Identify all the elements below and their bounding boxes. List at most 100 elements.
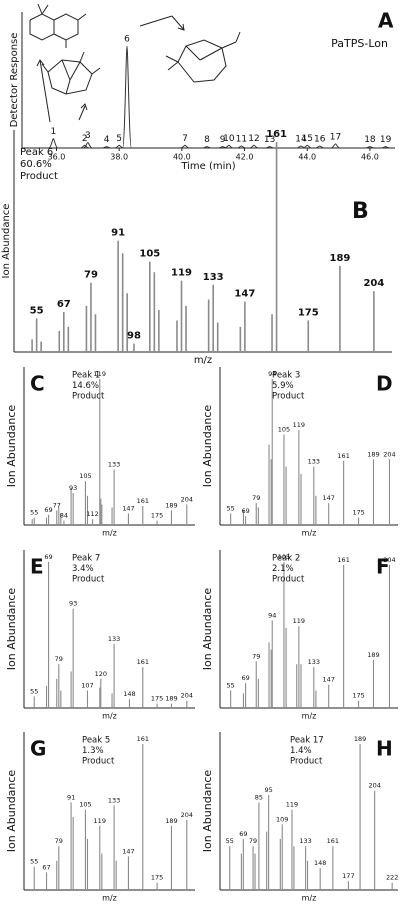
peak-label: 67 (42, 863, 50, 871)
panel-letter: E (30, 555, 44, 579)
peak-label: 189 (165, 817, 177, 825)
y-axis-label: Ion Abundance (201, 405, 214, 488)
molecule-2 (41, 51, 101, 95)
peak-label: 133 (108, 635, 120, 643)
peak-label: 147 (323, 494, 335, 502)
peak-label: 189 (330, 253, 351, 264)
peak-label: 119 (293, 617, 305, 625)
x-axis-label: m/z (302, 894, 317, 903)
molecule-1 (29, 3, 87, 48)
x-axis-label: Time (min) (180, 161, 235, 172)
peak-label: 19 (380, 135, 392, 145)
x-tick-label: 40.0 (173, 153, 191, 162)
annotation: Product (20, 171, 58, 182)
panel-letter: A (378, 9, 394, 33)
peak-label: 79 (84, 270, 98, 281)
peak-label: 161 (337, 556, 349, 564)
x-axis-label: m/z (102, 712, 117, 721)
peak-label: 189 (165, 501, 177, 509)
peak-label: 161 (327, 837, 339, 845)
peak-label: 147 (122, 504, 134, 512)
peak-label: 161 (137, 658, 149, 666)
peak-label: 204 (181, 496, 193, 504)
annotation: Peak 2 (272, 554, 300, 564)
peak-label: 204 (368, 782, 380, 790)
peak-label: 7 (182, 134, 188, 144)
peak-label: 120 (95, 670, 107, 678)
peak-label: 133 (203, 272, 224, 283)
panel-letter: G (30, 737, 46, 761)
arrows (36, 15, 185, 123)
peak-label: 119 (94, 370, 106, 378)
peak-label: 55 (227, 681, 235, 689)
annotation: 14.6% (72, 381, 99, 391)
peak-label: 79 (252, 652, 260, 660)
peak-label: 204 (181, 811, 193, 819)
peak-label: 222 (386, 874, 398, 882)
peak-label: 55 (30, 305, 44, 316)
annotation: Peak 5 (82, 736, 110, 746)
annotation: Peak 17 (290, 736, 324, 746)
annotation: 5.9% (272, 381, 294, 391)
peak-label: 55 (30, 509, 38, 517)
peak (48, 137, 58, 149)
molecule-3 (165, 31, 241, 83)
peak-label: 107 (81, 681, 93, 689)
peak-label: 119 (94, 817, 106, 825)
peak (180, 144, 190, 149)
peak-label: 175 (298, 308, 319, 319)
peak-label: 8 (204, 135, 210, 145)
peak-label: 6 (124, 35, 130, 45)
peak-label: 119 (286, 801, 298, 809)
peak-label: 69 (241, 507, 249, 515)
peak-label: 112 (86, 510, 98, 518)
peak-label: 3 (85, 131, 91, 141)
peak-label: 189 (354, 735, 366, 743)
annotation: Product (272, 575, 305, 585)
peak (122, 45, 132, 149)
peak-label: 12 (248, 134, 259, 144)
y-axis-label: Detector Response (9, 33, 20, 128)
peak-label: 91 (111, 228, 125, 239)
peak-label: 161 (137, 735, 149, 743)
annotation: 1.3% (82, 746, 104, 756)
peak-label: 77 (53, 501, 61, 509)
x-tick-label: 46.0 (361, 153, 379, 162)
peak-label: 94 (268, 370, 276, 378)
peak-label: 4 (104, 135, 110, 145)
peak-label: 204 (181, 692, 193, 700)
peak-label: 119 (171, 268, 192, 279)
annotation: 60.6% (20, 159, 52, 170)
peak-label: 15 (302, 134, 313, 144)
peak-label: 204 (383, 556, 395, 564)
peak (102, 146, 112, 149)
peak-label: 147 (234, 289, 255, 300)
peak-label: 2 (82, 134, 88, 144)
peak-label: 9 (220, 135, 226, 145)
peak (365, 146, 375, 149)
peak-label: 18 (364, 135, 376, 145)
peak-label: 84 (60, 512, 68, 520)
peak-label: 133 (108, 796, 120, 804)
peak (315, 145, 325, 149)
y-axis-label: Ion Abundance (5, 770, 18, 853)
peak (265, 146, 275, 149)
peak-label: 148 (314, 859, 326, 867)
x-tick-label: 38.0 (110, 153, 128, 162)
panel-letter: C (30, 372, 45, 396)
peak-label: 5 (116, 134, 122, 144)
peak-label: 105 (278, 553, 290, 561)
y-axis-label: Ion Abundance (5, 405, 18, 488)
peak (249, 144, 259, 149)
peak (224, 144, 234, 149)
peak (114, 144, 124, 149)
y-axis-label: Ion Abundance (1, 204, 12, 279)
peak-label: 85 (255, 793, 263, 801)
annotation: Product (290, 757, 323, 767)
peak-label: 189 (367, 651, 379, 659)
peak (80, 144, 90, 149)
peak-label: 177 (342, 872, 354, 880)
annotation: Product (72, 392, 105, 402)
peak-label: 79 (55, 655, 63, 663)
